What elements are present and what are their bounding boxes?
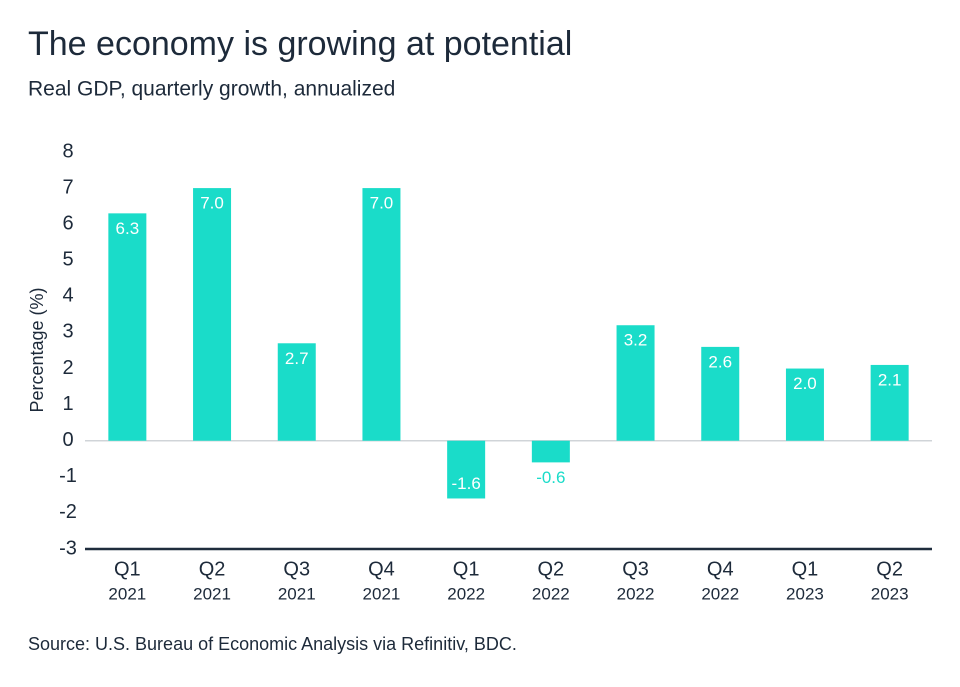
y-tick-label: -1 xyxy=(59,465,77,487)
value-label: 2.1 xyxy=(878,370,902,389)
x-tick-year: 2021 xyxy=(108,584,146,603)
bar xyxy=(362,188,401,441)
x-tick-label: Q3 xyxy=(622,558,649,580)
x-tick-label: Q4 xyxy=(707,558,734,580)
x-tick-year: 2023 xyxy=(786,584,824,603)
x-tick-label: Q3 xyxy=(283,558,310,580)
y-tick-label: 6 xyxy=(62,212,73,234)
chart-subtitle: Real GDP, quarterly growth, annualized xyxy=(28,78,395,101)
x-tick-year: 2021 xyxy=(193,584,231,603)
bar xyxy=(616,325,655,441)
value-label: 3.2 xyxy=(624,331,648,350)
value-label: 6.3 xyxy=(116,219,140,238)
x-tick-label: Q2 xyxy=(876,558,903,580)
value-label: -1.6 xyxy=(452,474,481,493)
x-tick-label: Q4 xyxy=(368,558,395,580)
value-label: 2.7 xyxy=(285,349,309,368)
y-tick-label: 2 xyxy=(62,357,73,379)
chart-title: The economy is growing at potential xyxy=(28,25,572,63)
bar xyxy=(870,364,909,441)
x-tick-label: Q2 xyxy=(538,558,565,580)
value-label: 2.6 xyxy=(708,352,732,371)
x-tick-label: Q1 xyxy=(453,558,480,580)
x-tick-year: 2021 xyxy=(363,584,401,603)
bar xyxy=(447,440,486,499)
bar xyxy=(108,213,147,441)
value-label: 2.0 xyxy=(793,374,817,393)
x-tick-year: 2022 xyxy=(532,584,570,603)
bar xyxy=(277,343,316,441)
y-tick-label: 1 xyxy=(62,393,73,415)
value-label: -0.6 xyxy=(536,468,565,487)
x-tick-year: 2022 xyxy=(701,584,739,603)
bar xyxy=(531,440,570,463)
x-tick-year: 2023 xyxy=(871,584,909,603)
bar xyxy=(785,368,824,441)
x-tick-label: Q2 xyxy=(199,558,226,580)
source-note: Source: U.S. Bureau of Economic Analysis… xyxy=(28,634,517,654)
bar xyxy=(701,346,740,441)
y-tick-label: 8 xyxy=(62,140,73,162)
y-tick-label: -3 xyxy=(59,537,77,559)
x-tick-year: 2022 xyxy=(447,584,485,603)
bar xyxy=(193,188,232,441)
y-tick-label: 0 xyxy=(62,429,73,451)
y-tick-label: -2 xyxy=(59,501,77,523)
y-axis-label: Percentage (%) xyxy=(27,287,47,412)
y-tick-label: 3 xyxy=(62,321,73,343)
y-tick-label: 7 xyxy=(62,176,73,198)
x-tick-label: Q1 xyxy=(114,558,141,580)
y-tick-label: 5 xyxy=(62,249,73,271)
x-tick-label: Q1 xyxy=(792,558,819,580)
x-tick-year: 2021 xyxy=(278,584,316,603)
value-label: 7.0 xyxy=(200,194,224,213)
value-label: 7.0 xyxy=(370,194,394,213)
y-tick-label: 4 xyxy=(62,285,73,307)
x-tick-year: 2022 xyxy=(617,584,655,603)
